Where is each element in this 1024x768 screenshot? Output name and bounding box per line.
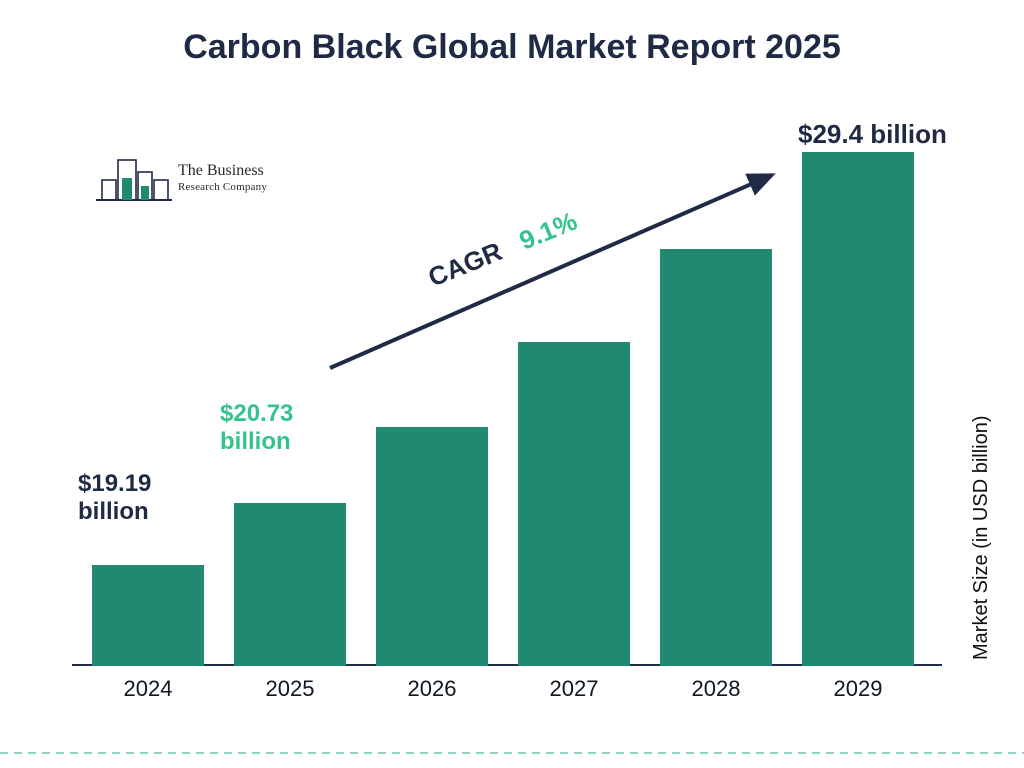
value-callout-2029: $29.4 billion <box>798 120 947 150</box>
x-category-label: 2026 <box>376 676 488 702</box>
x-category-label: 2024 <box>92 676 204 702</box>
trend-arrow-icon <box>0 0 1024 768</box>
callout-amount: $20.73 <box>220 400 293 428</box>
callout-unit: billion <box>220 428 293 456</box>
x-category-label: 2027 <box>518 676 630 702</box>
y-axis-label: Market Size (in USD billion) <box>970 415 993 660</box>
callout-amount: $19.19 <box>78 470 151 498</box>
value-callout-2025: $20.73 billion <box>220 400 293 455</box>
footer-divider <box>0 752 1024 754</box>
value-callout-2024: $19.19 billion <box>78 470 151 525</box>
x-category-label: 2029 <box>802 676 914 702</box>
x-category-label: 2028 <box>660 676 772 702</box>
x-category-label: 2025 <box>234 676 346 702</box>
callout-unit: billion <box>78 498 151 526</box>
